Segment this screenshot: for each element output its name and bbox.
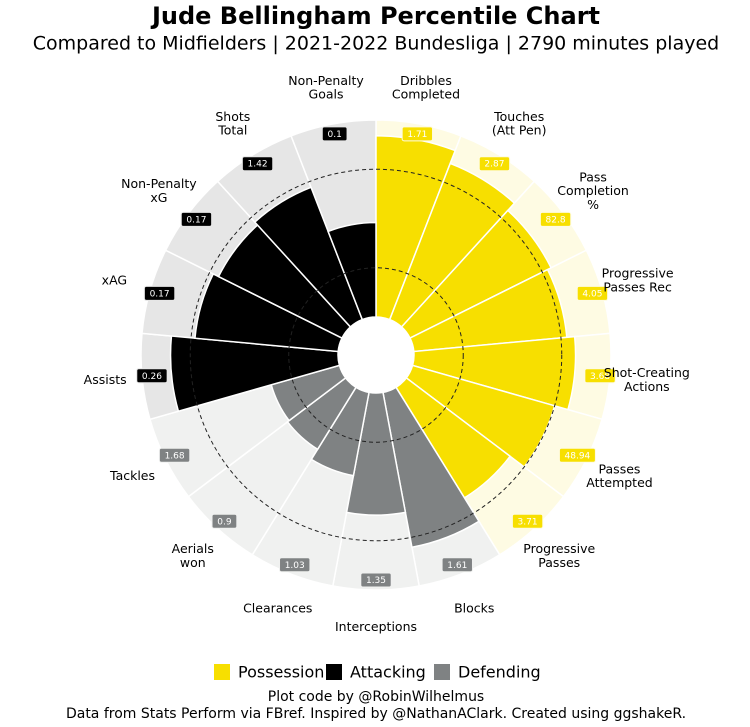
center-hole [338,317,414,393]
value-box [511,513,544,529]
legend-label: Attacking [350,663,426,682]
legend-swatch [214,664,230,680]
value-label: 4.05 [582,289,602,299]
value-label: 0.9 [217,517,232,527]
value-box [143,285,176,301]
value-label: 3.68 [590,372,610,382]
category-label: xAG [102,272,127,287]
category-label: Progressive Passes [523,541,595,570]
value-box [441,557,473,573]
category-label: Assists [84,372,127,387]
value-box [360,572,392,588]
category-label: Interceptions [335,619,417,634]
value-box [241,156,274,172]
value-label: 0.17 [150,289,170,299]
legend-label: Possession [238,663,324,682]
value-label: 2.87 [484,160,504,170]
legend-swatch [326,664,342,680]
footnote: Plot code by @RobinWilhelmus [268,689,484,705]
category-label: Blocks [454,600,494,615]
value-box [401,126,434,142]
chart-title: Jude Bellingham Percentile Chart [150,2,600,30]
category-label: Clearances [243,600,312,615]
category-label: Pass Completion% [557,169,629,212]
category-label: Shot-Creating Actions [604,365,690,394]
grid-circle [288,267,464,443]
legend-label: Defending [458,663,541,682]
category-label: Shots Total [215,108,250,137]
footnote: Data from Stats Perform via FBref. Inspi… [66,706,686,722]
value-label: 82.8 [546,215,566,225]
legend-swatch [434,664,450,680]
grid-circle [189,168,563,542]
category-label: Aerials won [172,541,214,570]
category-label: Progressive Passes Rec [602,265,674,294]
value-label: 0.17 [186,215,206,225]
category-label: Dribbles Completed [392,72,460,101]
category-label: Non-Penalty Goals [288,72,364,101]
category-label: Non-Penalty xG [121,176,197,205]
value-box [584,368,616,384]
value-box [539,211,572,227]
value-box [180,211,213,227]
category-label: Passes Attempted [586,461,652,490]
value-box [136,368,168,384]
category-label: Tackles [109,468,155,483]
value-label: 1.35 [366,576,386,586]
category-label: Touches (Att Pen) [492,108,547,137]
value-box [279,557,311,573]
value-box [576,285,609,301]
value-box [158,447,191,463]
value-box [321,126,348,142]
value-label: 0.1 [327,130,341,140]
value-box [211,513,238,529]
value-label: 0.26 [142,372,162,382]
value-label: 1.03 [285,561,305,571]
value-box [478,156,511,172]
value-label: 1.61 [447,561,467,571]
chart-subtitle: Compared to Midfielders | 2021-2022 Bund… [33,33,719,55]
value-label: 1.68 [165,451,185,461]
value-box [558,447,596,463]
value-label: 3.71 [518,517,538,527]
value-label: 48.94 [565,451,591,461]
value-label: 1.42 [248,160,268,170]
value-label: 1.71 [407,130,427,140]
